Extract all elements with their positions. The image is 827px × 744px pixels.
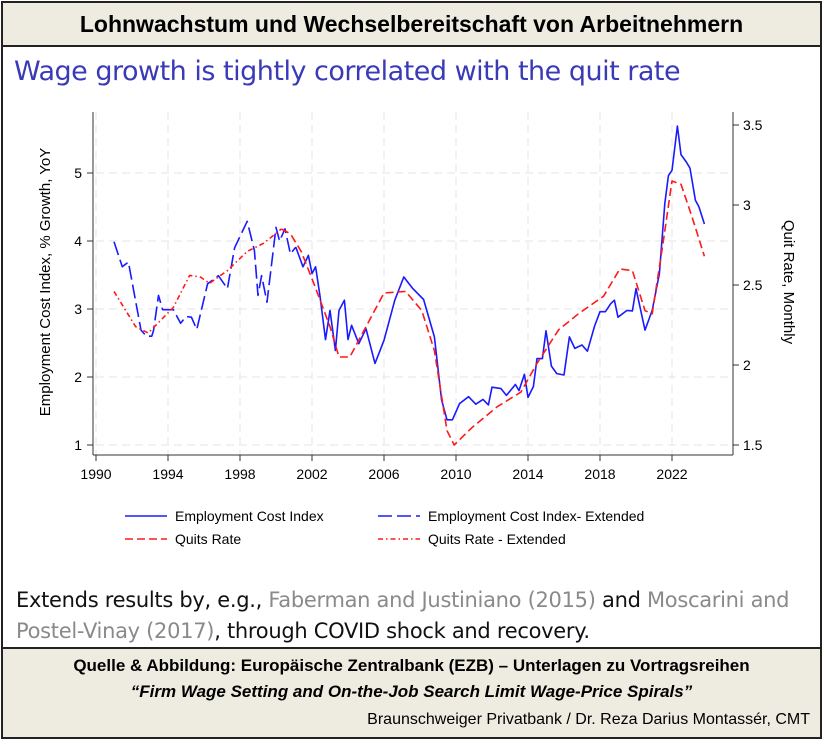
x-tick-label: 2022	[656, 466, 687, 482]
source-quote: “Firm Wage Setting and On-the-Job Search…	[130, 682, 693, 701]
reference-link-moscarini[interactable]: Moscarini and Postel-Vinay (2017)	[16, 588, 790, 643]
x-tick-label: 2006	[368, 466, 399, 482]
legend-label: Employment Cost Index	[175, 508, 324, 524]
y-tick-label: 2	[74, 369, 82, 385]
y-tick-label: 4	[74, 233, 82, 249]
x-tick-label: 2010	[440, 466, 471, 482]
note-text: and	[595, 588, 647, 612]
content-frame	[1, 47, 822, 647]
y-tick-label: 3	[74, 301, 82, 317]
series-lines	[113, 125, 706, 446]
author-line: Braunschweiger Privatbank / Dr. Reza Dar…	[367, 711, 810, 728]
y-tick-label: 5	[74, 165, 82, 181]
series-line-quits-rate-extended	[113, 228, 282, 334]
x-tick-label: 1990	[80, 466, 111, 482]
axes: 1990 1994 1998 2002 2006 2010 2014 2018 2022 1 2 3 4…	[74, 112, 763, 482]
y-axis-label: Employment Cost Index, % Growth, YoY	[37, 148, 54, 416]
header-title: Lohnwachstum und Wechselbereitschaft von…	[79, 10, 744, 37]
legend-label: Quits Rate	[175, 531, 241, 547]
legend-label: Quits Rate - Extended	[428, 531, 566, 547]
slide-subtitle: Wage growth is tightly correlated with t…	[14, 56, 681, 87]
note-text: , through COVID shock and recovery.	[214, 619, 590, 643]
header-bar: Lohnwachstum und Wechselbereitschaft von…	[1, 1, 822, 47]
x-tick-label: 1998	[224, 466, 255, 482]
footnote: Extends results by, e.g., Faberman and J…	[16, 585, 816, 647]
x-tick-label: 2002	[296, 466, 327, 482]
series-line-employment-cost-index	[295, 125, 706, 421]
source-line: Quelle & Abbildung: Europäische Zentralb…	[73, 656, 750, 675]
source-footer: Quelle & Abbildung: Europäische Zentralb…	[1, 647, 822, 739]
y2-tick-label: 1.5	[743, 437, 763, 453]
x-tick-label: 2018	[584, 466, 615, 482]
series-line-quits-rate	[281, 180, 706, 446]
y2-tick-label: 3	[743, 197, 751, 213]
y2-tick-label: 3.5	[743, 117, 763, 133]
y2-tick-label: 2	[743, 357, 751, 373]
legend: Employment Cost Index Employment Cost Ind…	[125, 508, 644, 547]
y2-tick-label: 2.5	[743, 277, 763, 293]
note-text: Extends results by, e.g.,	[16, 588, 269, 612]
series-line-employment-cost-index-extended	[113, 220, 297, 337]
chart: 1990 1994 1998 2002 2006 2010 2014 2018 2022 1 2 3 4…	[37, 112, 797, 547]
legend-label: Employment Cost Index- Extended	[428, 508, 644, 524]
reference-link-faberman[interactable]: Faberman and Justiniano (2015)	[268, 588, 596, 612]
gridlines	[95, 112, 733, 455]
x-tick-label: 1994	[152, 466, 183, 482]
x-tick-label: 2014	[512, 466, 543, 482]
y2-axis-label: Quit Rate, Monthly	[780, 220, 797, 345]
y-tick-label: 1	[74, 437, 82, 453]
